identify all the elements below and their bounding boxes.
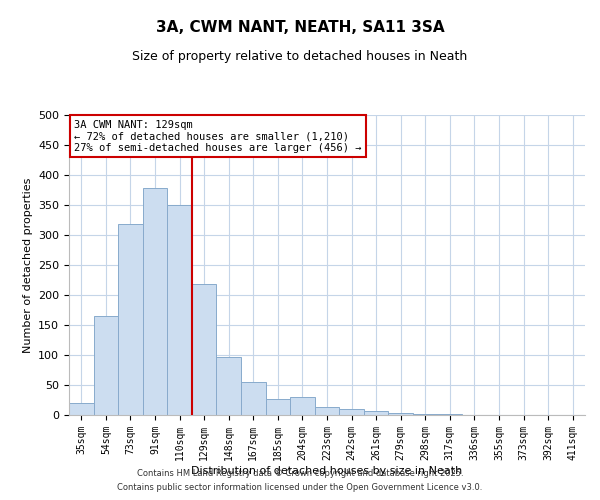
Bar bbox=[192, 284, 217, 415]
Bar bbox=[413, 414, 437, 415]
Bar bbox=[290, 397, 315, 415]
Text: Contains public sector information licensed under the Open Government Licence v3: Contains public sector information licen… bbox=[118, 484, 482, 492]
Bar bbox=[388, 413, 413, 415]
Bar bbox=[143, 188, 167, 415]
Text: Size of property relative to detached houses in Neath: Size of property relative to detached ho… bbox=[133, 50, 467, 63]
Y-axis label: Number of detached properties: Number of detached properties bbox=[23, 178, 32, 352]
Bar bbox=[241, 382, 266, 415]
Bar bbox=[266, 400, 290, 415]
Text: 3A CWM NANT: 129sqm
← 72% of detached houses are smaller (1,210)
27% of semi-det: 3A CWM NANT: 129sqm ← 72% of detached ho… bbox=[74, 120, 362, 152]
Bar bbox=[315, 406, 339, 415]
Bar bbox=[364, 412, 388, 415]
Bar bbox=[69, 403, 94, 415]
Text: Contains HM Land Registry data © Crown copyright and database right 2025.: Contains HM Land Registry data © Crown c… bbox=[137, 468, 463, 477]
Bar bbox=[339, 409, 364, 415]
Bar bbox=[167, 205, 192, 415]
Text: 3A, CWM NANT, NEATH, SA11 3SA: 3A, CWM NANT, NEATH, SA11 3SA bbox=[155, 20, 445, 35]
X-axis label: Distribution of detached houses by size in Neath: Distribution of detached houses by size … bbox=[191, 466, 463, 475]
Bar bbox=[94, 316, 118, 415]
Bar bbox=[118, 224, 143, 415]
Bar bbox=[217, 357, 241, 415]
Bar bbox=[437, 414, 462, 415]
